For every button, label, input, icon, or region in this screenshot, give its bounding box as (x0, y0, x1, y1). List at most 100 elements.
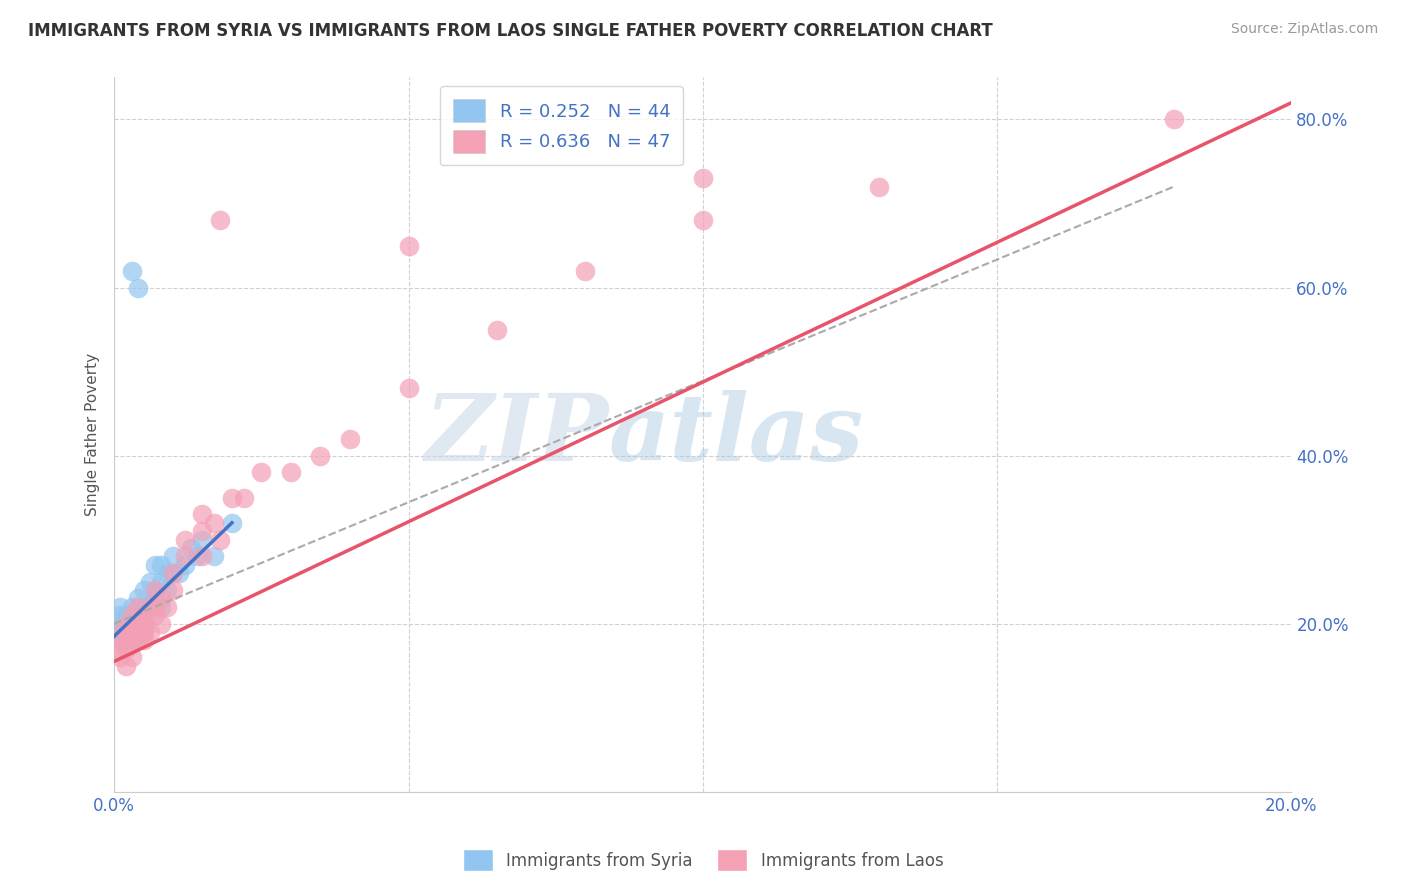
Point (191, 508, 214, 522)
Point (162, 566, 184, 581)
Point (138, 574, 160, 589)
Point (145, 582, 167, 597)
Point (127, 616, 149, 631)
Point (110, 633, 132, 648)
Point (232, 491, 254, 505)
Point (692, 213, 714, 227)
Point (124, 608, 146, 623)
Point (115, 625, 138, 640)
Point (202, 516, 225, 530)
Point (485, 322, 508, 336)
Point (280, 466, 302, 480)
Point (111, 616, 134, 631)
Point (156, 566, 179, 581)
Point (398, 238, 420, 252)
Point (202, 549, 225, 564)
Point (191, 524, 214, 539)
Text: IMMIGRANTS FROM SYRIA VS IMMIGRANTS FROM LAOS SINGLE FATHER POVERTY CORRELATION : IMMIGRANTS FROM SYRIA VS IMMIGRANTS FROM… (28, 22, 993, 40)
Point (127, 616, 149, 631)
Point (138, 599, 160, 614)
Point (132, 616, 155, 631)
Point (173, 533, 195, 547)
Point (115, 608, 138, 623)
Point (145, 599, 167, 614)
Point (115, 616, 138, 631)
Point (162, 582, 184, 597)
Point (132, 625, 155, 640)
Point (138, 599, 160, 614)
Point (156, 599, 179, 614)
Point (574, 263, 596, 277)
Point (339, 432, 361, 446)
Point (121, 599, 143, 614)
Point (132, 608, 155, 623)
Text: atlas: atlas (609, 390, 863, 480)
Point (127, 280, 149, 294)
Point (145, 582, 167, 597)
Point (173, 549, 195, 564)
Point (121, 608, 143, 623)
Point (132, 582, 155, 597)
Point (111, 625, 134, 640)
Point (105, 625, 128, 640)
Point (150, 591, 173, 606)
Point (167, 566, 190, 581)
Point (118, 616, 141, 631)
Point (115, 658, 138, 673)
Point (127, 633, 149, 648)
Point (692, 171, 714, 186)
Point (127, 591, 149, 606)
Point (121, 625, 143, 640)
Point (145, 608, 167, 623)
Point (132, 633, 155, 648)
Point (127, 599, 149, 614)
Point (108, 599, 131, 614)
Point (186, 549, 208, 564)
Point (127, 633, 149, 648)
Point (121, 263, 143, 277)
Point (221, 491, 243, 505)
Point (127, 599, 149, 614)
Point (162, 549, 184, 564)
Point (1163, 112, 1185, 127)
Point (121, 616, 143, 631)
Point (191, 533, 214, 547)
Point (150, 558, 173, 572)
Point (138, 625, 160, 640)
Point (132, 608, 155, 623)
Legend: Immigrants from Syria, Immigrants from Laos: Immigrants from Syria, Immigrants from L… (454, 841, 952, 880)
Legend: R = 0.252   N = 44, R = 0.636   N = 47: R = 0.252 N = 44, R = 0.636 N = 47 (440, 87, 683, 165)
Point (309, 449, 332, 463)
Point (150, 599, 173, 614)
Point (127, 625, 149, 640)
Point (132, 616, 155, 631)
Point (108, 633, 131, 648)
Point (115, 641, 138, 656)
Point (105, 641, 128, 656)
Point (121, 625, 143, 640)
Y-axis label: Single Father Poverty: Single Father Poverty (86, 353, 100, 516)
Point (121, 650, 143, 665)
Point (209, 213, 232, 227)
Point (132, 625, 155, 640)
Text: Source: ZipAtlas.com: Source: ZipAtlas.com (1230, 22, 1378, 37)
Point (250, 466, 273, 480)
Point (118, 633, 141, 648)
Point (108, 608, 131, 623)
Point (145, 591, 167, 606)
Point (108, 650, 131, 665)
Point (150, 574, 173, 589)
Point (180, 541, 202, 555)
Text: ZIP: ZIP (425, 390, 609, 480)
Point (145, 558, 167, 572)
Point (115, 633, 138, 648)
Point (209, 533, 232, 547)
Point (132, 599, 155, 614)
Point (121, 633, 143, 648)
Point (221, 516, 243, 530)
Point (398, 381, 420, 395)
Point (108, 616, 131, 631)
Point (868, 179, 890, 194)
Point (173, 558, 195, 572)
Point (162, 566, 184, 581)
